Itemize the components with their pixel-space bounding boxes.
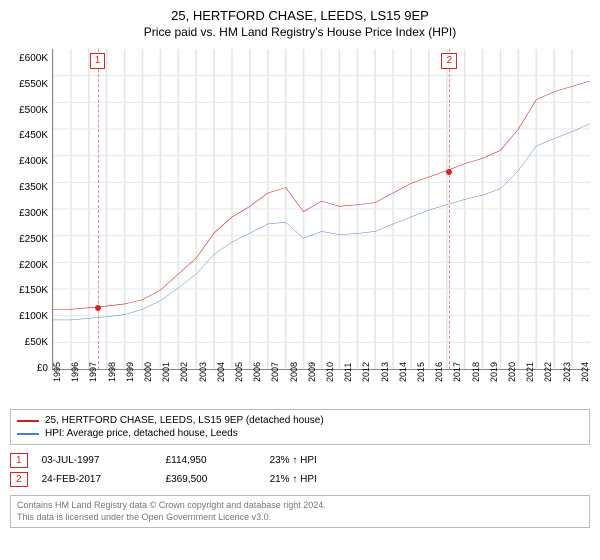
sale-row: 2 24-FEB-2017 £369,500 21% ↑ HPI [10,470,590,489]
page-subtitle: Price paid vs. HM Land Registry's House … [10,25,590,39]
y-tick-label: £400K [10,157,48,167]
y-axis: £600K £550K £500K £450K £400K £350K £300K £250K… [10,49,52,369]
legend-item: 25, HERTFORD CHASE, LEEDS, LS15 9EP (det… [17,414,583,427]
legend-item: HPI: Average price, detached house, Leed… [17,427,583,440]
marker-vline [98,49,99,369]
x-axis: 1995199619971998199920002001200220032004… [52,374,590,402]
y-tick-label: £550K [10,80,48,90]
legend-label: HPI: Average price, detached house, Leed… [45,428,238,439]
sale-price: £369,500 [166,474,256,485]
sale-pct: 23% ↑ HPI [270,455,317,466]
page-title: 25, HERTFORD CHASE, LEEDS, LS15 9EP [10,8,590,23]
marker-box: 1 [90,53,106,69]
y-tick-label: £250K [10,235,48,245]
sale-price: £114,950 [166,455,256,466]
chart-area: £600K £550K £500K £450K £400K £350K £300K £250K… [10,45,590,405]
y-tick-label: £300K [10,209,48,219]
y-tick-label: £450K [10,131,48,141]
marker-dot [446,169,452,175]
sale-marker: 1 [10,453,28,468]
x-tick-label: 2024 [580,372,600,382]
y-tick-label: £50K [10,338,48,348]
y-tick-label: £350K [10,183,48,193]
sale-date: 03-JUL-1997 [42,455,152,466]
y-tick-label: £600K [10,54,48,64]
y-tick-label: £150K [10,286,48,296]
y-tick-label: £200K [10,261,48,271]
sale-date: 24-FEB-2017 [42,474,152,485]
legend-label: 25, HERTFORD CHASE, LEEDS, LS15 9EP (det… [45,415,324,426]
y-tick-label: £100K [10,312,48,322]
sale-row: 1 03-JUL-1997 £114,950 23% ↑ HPI [10,451,590,470]
footer-line-1: Contains HM Land Registry data © Crown c… [17,500,583,512]
footer-line-2: This data is licensed under the Open Gov… [17,512,583,524]
marker-box: 2 [441,53,457,69]
sale-pct: 21% ↑ HPI [270,474,317,485]
marker-dot [95,305,101,311]
sale-marker: 2 [10,472,28,487]
marker-vline [449,49,450,369]
y-tick-label: £500K [10,106,48,116]
legend-swatch [17,433,39,435]
legend: 25, HERTFORD CHASE, LEEDS, LS15 9EP (det… [10,409,590,445]
legend-swatch [17,420,39,422]
footer-attribution: Contains HM Land Registry data © Crown c… [10,495,590,528]
plot: 12 [52,49,590,370]
y-tick-label: £0 [10,364,48,374]
sales-table: 1 03-JUL-1997 £114,950 23% ↑ HPI 2 24-FEB-201… [10,451,590,489]
